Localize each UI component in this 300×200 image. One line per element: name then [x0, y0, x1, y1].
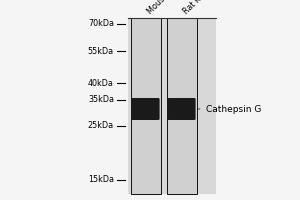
Text: 70kDa: 70kDa [88, 20, 114, 28]
Bar [128, 18, 216, 194]
Text: 25kDa: 25kDa [88, 121, 114, 130]
Bar [130, 18, 160, 194]
Text: Mouse kidney: Mouse kidney [146, 0, 191, 16]
FancyBboxPatch shape [131, 98, 160, 120]
Text: 35kDa: 35kDa [88, 96, 114, 104]
FancyBboxPatch shape [167, 98, 196, 120]
Text: 40kDa: 40kDa [88, 78, 114, 88]
Text: 55kDa: 55kDa [88, 46, 114, 55]
Text: Cathepsin G: Cathepsin G [198, 104, 261, 114]
Bar [167, 18, 197, 194]
Text: 15kDa: 15kDa [88, 176, 114, 184]
Text: Rat Kidney: Rat Kidney [182, 0, 218, 16]
